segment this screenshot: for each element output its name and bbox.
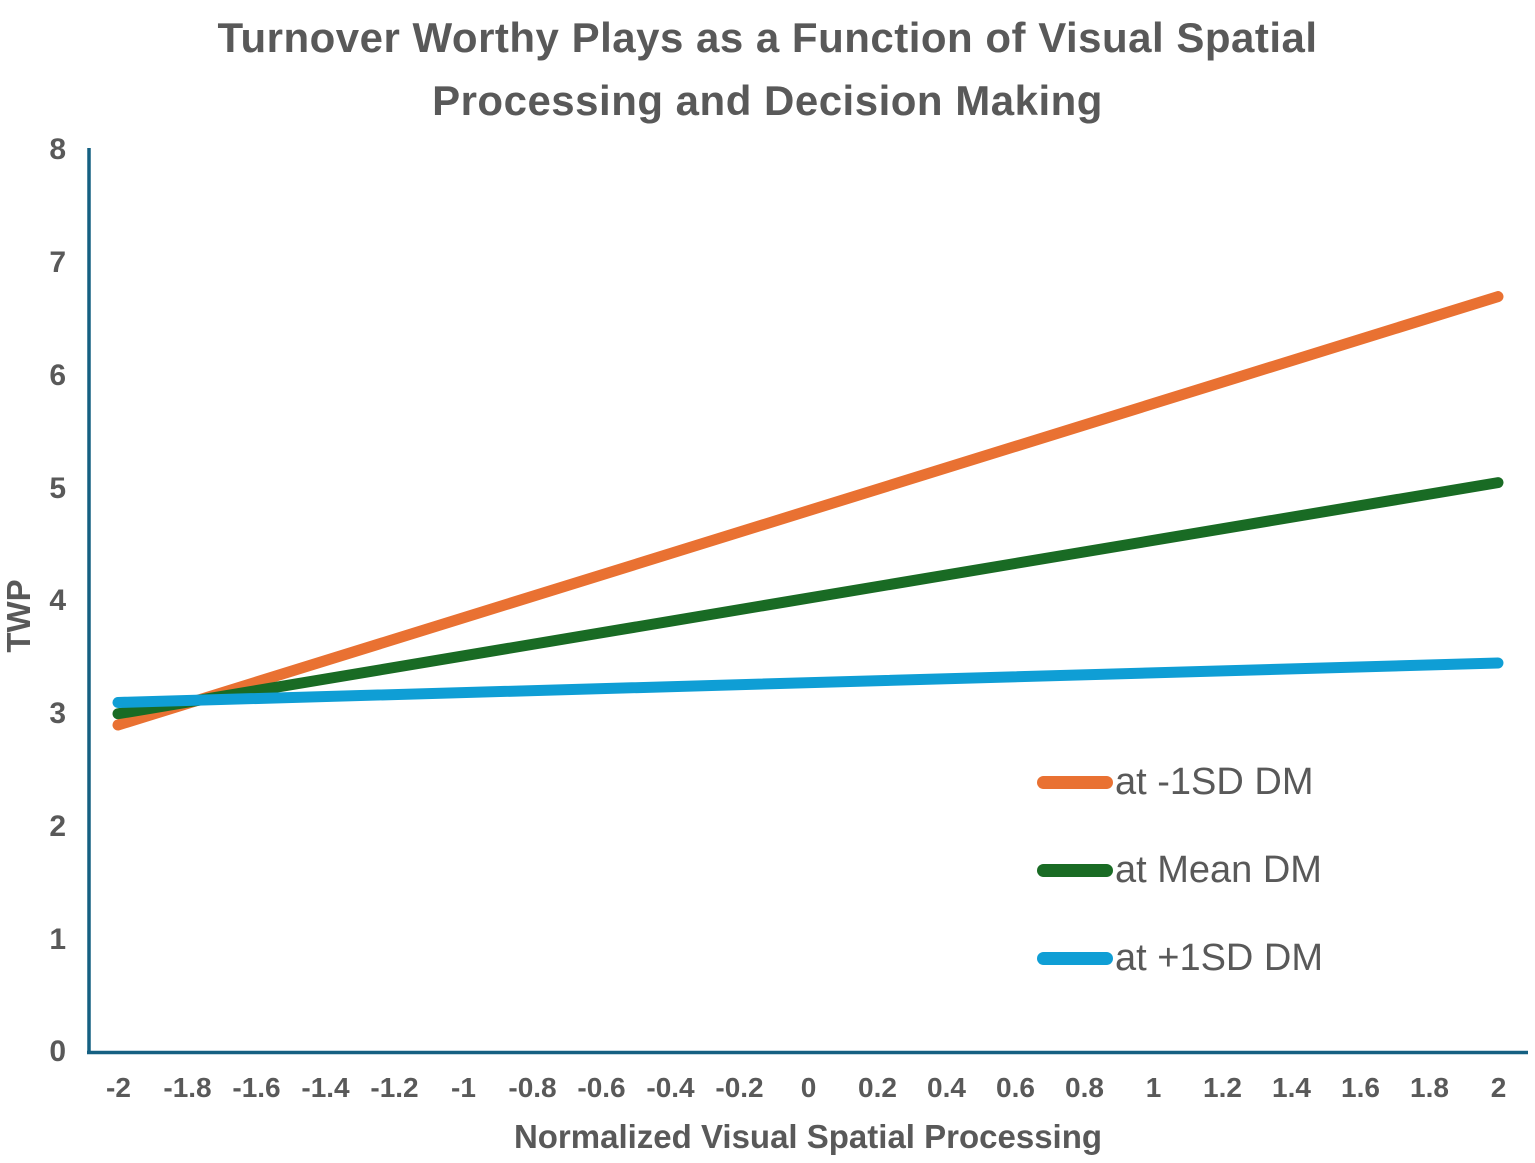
x-tick-label: -1.8	[163, 1072, 212, 1103]
y-tick-label: 3	[49, 697, 66, 731]
legend-label: at +1SD DM	[1115, 936, 1324, 979]
x-tick-label: -2	[106, 1072, 131, 1103]
x-tick-label: 0.6	[996, 1072, 1035, 1103]
legend-label: at Mean DM	[1115, 848, 1322, 891]
y-tick-label: 6	[49, 358, 66, 392]
y-axis-title: TWP	[0, 579, 37, 653]
x-tick-label: -0.4	[646, 1072, 695, 1103]
x-tick-label: -1.4	[301, 1072, 350, 1103]
x-tick-label: -0.6	[577, 1072, 626, 1103]
x-tick-label: 0.8	[1065, 1072, 1104, 1103]
x-tick-label: -1.6	[232, 1072, 281, 1103]
x-tick-label: -1	[451, 1072, 476, 1103]
x-tick-label: -0.8	[508, 1072, 557, 1103]
legend: at -1SD DM at Mean DM at +1SD DM	[1037, 738, 1323, 1002]
legend-swatch-at-mean-dm	[1037, 863, 1113, 877]
y-tick-label: 1	[49, 922, 66, 956]
x-tick-label: 1.8	[1410, 1072, 1449, 1103]
x-tick-label: 0	[800, 1072, 817, 1103]
x-axis-ticks: -2 -1.8 -1.6 -1.4 -1.2 -1 -0.8 -0.6 -0.4…	[84, 1072, 1533, 1104]
x-axis-title: Normalized Visual Spatial Processing	[513, 1118, 1103, 1155]
y-axis-ticks: 8 7 6 5 4 3 2 1 0	[0, 94, 66, 1109]
y-tick-label: 0	[49, 1035, 66, 1069]
legend-swatch-at-minus-1sd-dm	[1037, 775, 1113, 789]
x-tick-label: 0.4	[927, 1072, 966, 1103]
series-line-at-minus-1sd-dm	[112, 291, 1504, 731]
y-tick-label: 4	[49, 584, 66, 618]
x-tick-label: 0.2	[858, 1072, 897, 1103]
y-tick-label: 2	[49, 809, 66, 843]
y-tick-label: 8	[49, 133, 66, 167]
series-line-at-plus-1sd-dm	[112, 657, 1504, 708]
series-line-at-mean-dm	[112, 477, 1504, 720]
legend-swatch-at-plus-1sd-dm	[1037, 951, 1113, 965]
y-tick-label: 5	[49, 471, 66, 505]
x-tick-label: 1.2	[1203, 1072, 1242, 1103]
legend-label: at -1SD DM	[1115, 760, 1314, 803]
x-tick-label: 1.6	[1341, 1072, 1380, 1103]
x-tick-label: 2	[1490, 1072, 1507, 1103]
chart-title: Turnover Worthy Plays as a Function of V…	[217, 14, 1318, 124]
legend-item: at Mean DM	[1037, 826, 1323, 914]
x-tick-label: 1	[1145, 1072, 1162, 1103]
x-tick-label: -0.2	[715, 1072, 764, 1103]
y-tick-label: 7	[49, 246, 66, 280]
legend-item: at -1SD DM	[1037, 738, 1323, 826]
x-tick-label: 1.4	[1272, 1072, 1311, 1103]
legend-item: at +1SD DM	[1037, 914, 1323, 1002]
x-tick-label: -1.2	[370, 1072, 419, 1103]
